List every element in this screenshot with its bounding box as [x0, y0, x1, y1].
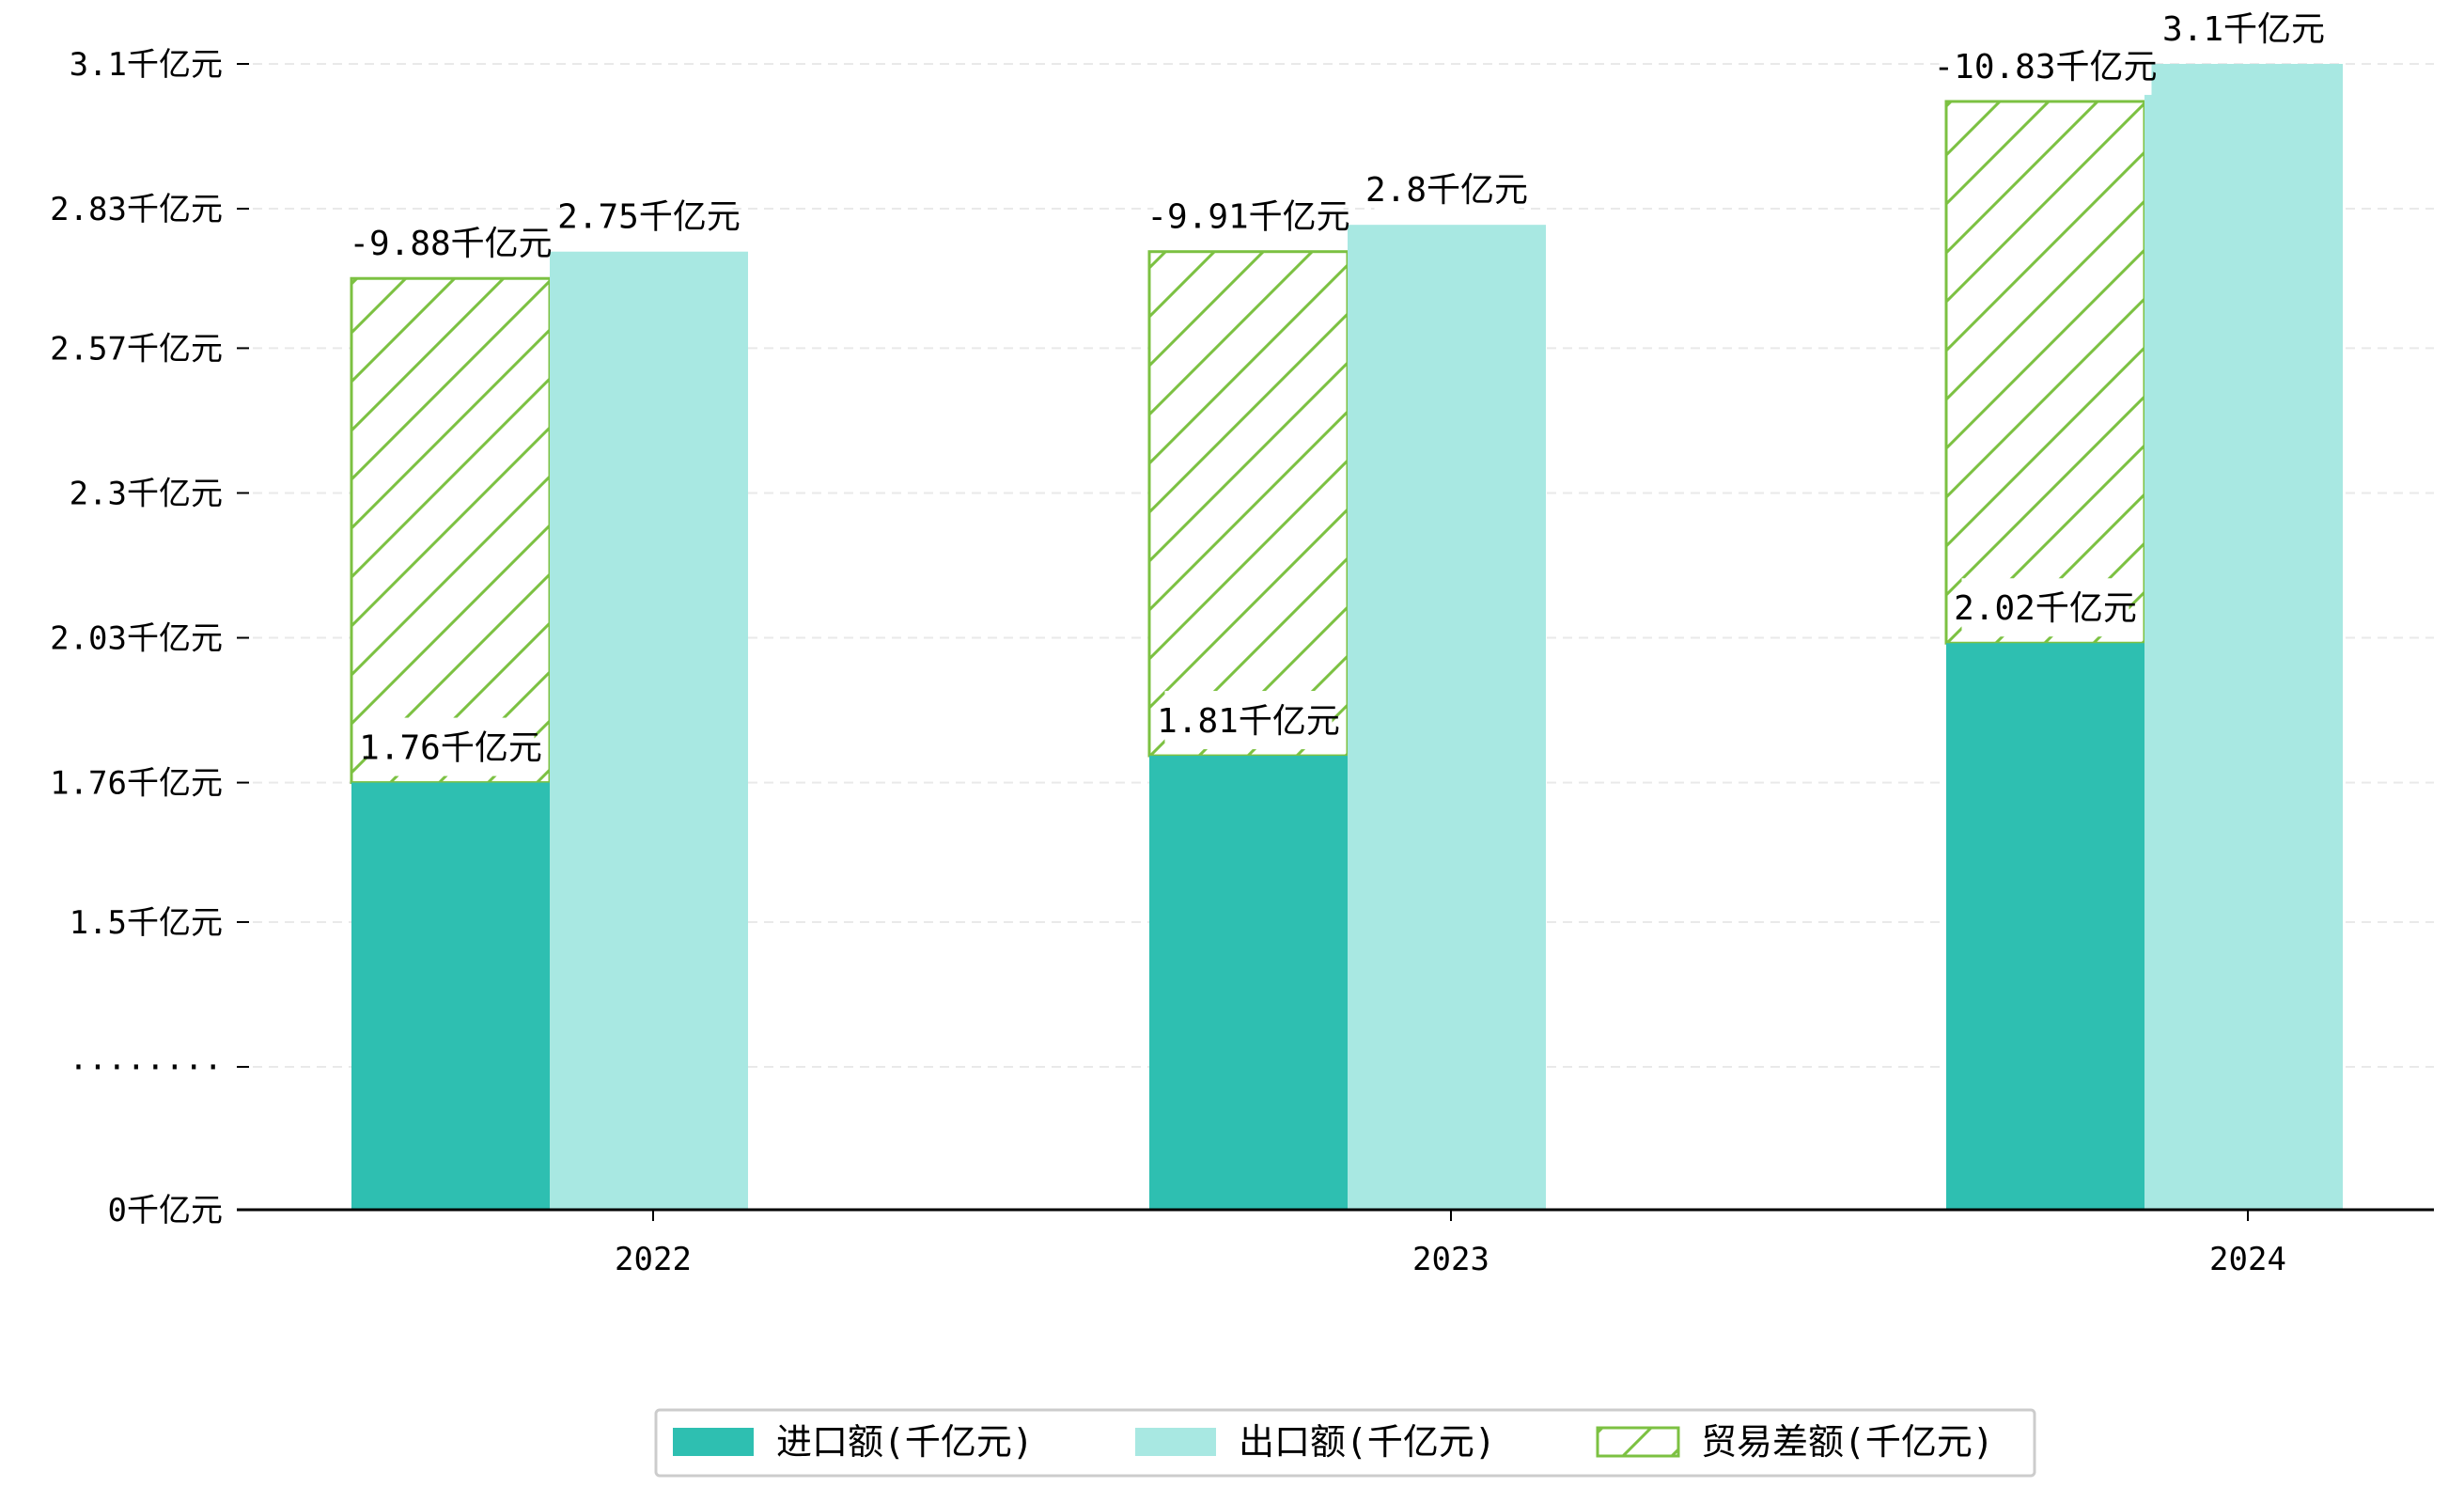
data-label-balance-2022-text: -9.88千亿元 [349, 225, 552, 263]
data-label-balance-2023-bg [1153, 186, 1344, 245]
data-label-import-2023-bg [1164, 691, 1333, 750]
data-label-import-2024: 2.02千亿元 [1954, 578, 2137, 637]
y-tick-label: 2.57千亿元 [50, 330, 223, 368]
legend-swatch-balance [1596, 1426, 1680, 1458]
bar-import-2023 [1149, 756, 1348, 1210]
data-label-import-2022-text: 1.76千亿元 [359, 729, 542, 768]
data-label-balance-2023: -9.91千亿元 [1146, 186, 1350, 245]
legend-swatch-import [673, 1428, 754, 1456]
data-label-import-2024-text: 2.02千亿元 [1954, 589, 2137, 628]
bar-export-2022 [550, 251, 748, 1210]
y-tick-label: 1.5千亿元 [70, 904, 223, 942]
x-tick-label: 2024 [2209, 1241, 2286, 1278]
bar-balance-2023 [1147, 250, 1349, 758]
y-tick-label: 2.03千亿元 [50, 620, 223, 658]
data-label-import-2024-bg [1961, 578, 2129, 637]
legend-frame [654, 1408, 2036, 1478]
x-tick-label: 2022 [615, 1241, 692, 1278]
y-tick-label: 0千亿元 [108, 1192, 223, 1229]
data-label-export-2023-text: 2.8千亿元 [1365, 171, 1528, 210]
bar-export-2024 [2144, 64, 2343, 1210]
legend-swatch-export [1135, 1428, 1216, 1456]
legend-label-import: 进口额(千亿元) [776, 1421, 1034, 1463]
y-tick-label: 2.83千亿元 [50, 191, 223, 228]
legend-label-export: 出口额(千亿元) [1239, 1421, 1496, 1463]
y-tick-label: 1.76千亿元 [50, 765, 223, 803]
data-label-export-2022-text: 2.75千亿元 [557, 198, 741, 237]
data-label-export-2024: 3.1千亿元 [2162, 0, 2325, 57]
y-tick-label: 3.1千亿元 [70, 46, 223, 84]
data-label-balance-2024: -10.83千亿元 [1933, 36, 2158, 95]
bar-import-2022 [351, 782, 550, 1210]
data-label-export-2023-bg [1374, 160, 1520, 219]
data-label-export-2023: 2.8千亿元 [1365, 160, 1528, 219]
legend-label-balance: 贸易差额(千亿元) [1701, 1421, 1994, 1463]
axes-layer: 0千亿元 ········ 1.5千亿元 1.76千亿元 2.03千亿元 2.3千亿元 2.… [50, 46, 2434, 1278]
data-label-export-2022: 2.75千亿元 [557, 186, 741, 245]
data-label-balance-2024-text: -10.83千亿元 [1933, 48, 2157, 86]
data-label-export-2024-text: 3.1千亿元 [2162, 10, 2325, 49]
data-label-import-2023: 1.81千亿元 [1157, 691, 1340, 750]
y-tick-label: 2.3千亿元 [70, 475, 223, 512]
bar-balance-2022 [350, 276, 552, 785]
data-label-balance-2022: -9.88千亿元 [349, 213, 553, 273]
data-label-export-2024-bg [2171, 0, 2316, 57]
bar-export-2023 [1348, 225, 1546, 1210]
x-tick-label: 2023 [1412, 1241, 1489, 1278]
y-tick-label: ········ [69, 1049, 223, 1087]
bar-balance-2024 [1944, 100, 2146, 645]
bar-import-2024 [1946, 643, 2144, 1210]
bars-layer [350, 64, 2343, 1210]
data-label-balance-2023-text: -9.91千亿元 [1146, 198, 1349, 237]
data-label-import-2022: 1.76千亿元 [359, 717, 542, 776]
data-label-export-2022-bg [565, 186, 733, 245]
data-label-import-2023-text: 1.81千亿元 [1157, 702, 1340, 741]
data-labels-layer: 2.75千亿元-9.88千亿元 1.76千亿元 2.8千亿元 -9.91千亿元 1.81… [349, 0, 2325, 776]
data-label-balance-2024-bg [1939, 36, 2152, 95]
data-label-balance-2022-bg [355, 213, 546, 273]
data-label-import-2022-bg [366, 717, 535, 776]
legend: 进口额(千亿元) 出口额(千亿元) 贸易差额(千亿元) [654, 1408, 2036, 1478]
